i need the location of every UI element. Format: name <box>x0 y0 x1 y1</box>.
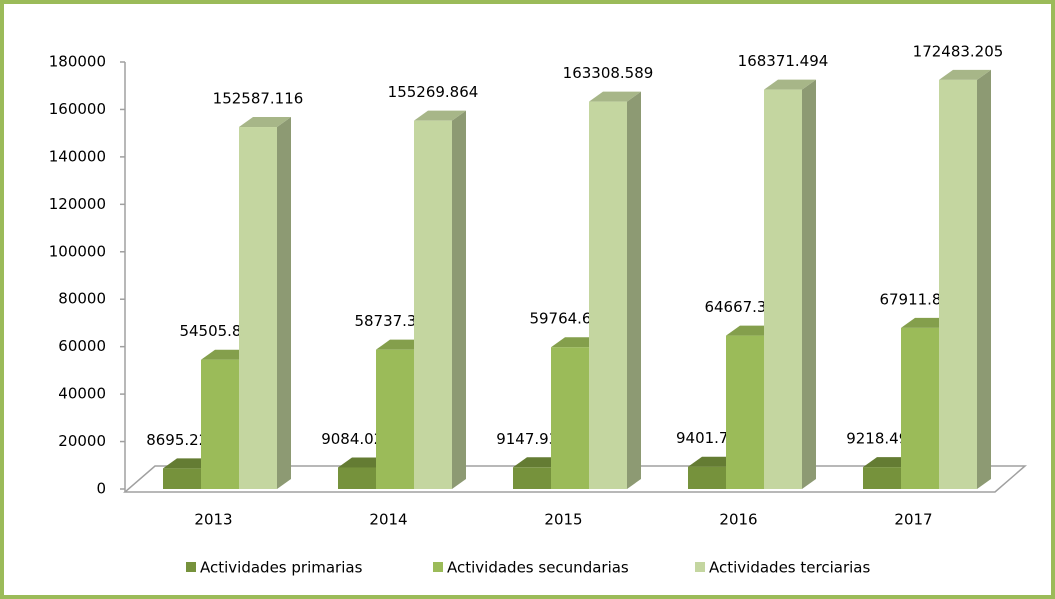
data-label: 155269.864 <box>388 83 479 101</box>
bar <box>201 359 239 489</box>
bar <box>688 466 726 489</box>
bar <box>551 347 589 489</box>
bar-side <box>977 69 991 489</box>
y-tick-label: 0 <box>96 480 106 498</box>
y-tick-label: 40000 <box>58 385 106 403</box>
bar-side <box>452 110 466 489</box>
bar-side <box>802 79 816 490</box>
bar-side <box>277 117 291 489</box>
bar <box>414 120 452 489</box>
x-tick-label: 2017 <box>894 511 932 529</box>
bar <box>726 335 764 489</box>
data-label: 8695.222 <box>146 431 218 449</box>
legend-label: Actividades secundarias <box>447 559 629 577</box>
y-tick-label: 120000 <box>49 195 106 213</box>
bar-top <box>589 91 641 102</box>
bar <box>338 467 376 489</box>
bar-top <box>414 110 466 121</box>
y-tick-label: 140000 <box>49 147 106 165</box>
data-label: 9084.029 <box>321 430 393 448</box>
data-label: 9401.78 <box>676 429 738 447</box>
y-tick-label: 180000 <box>49 53 106 71</box>
data-label: 163308.589 <box>563 64 654 82</box>
legend-swatch <box>695 562 705 572</box>
y-tick-label: 20000 <box>58 432 106 450</box>
bar <box>863 467 901 489</box>
bar <box>901 327 939 489</box>
data-label: 168371.494 <box>738 52 829 70</box>
bar <box>939 79 977 489</box>
bar <box>376 349 414 489</box>
x-tick-label: 2014 <box>369 511 407 529</box>
x-tick-label: 2013 <box>194 511 232 529</box>
bar-top <box>939 69 991 80</box>
y-tick-label: 100000 <box>49 242 106 260</box>
legend-label: Actividades terciarias <box>709 559 870 577</box>
data-label: 9147.931 <box>496 430 568 448</box>
bar-top <box>764 79 816 90</box>
bar <box>589 101 627 489</box>
bar <box>239 127 277 489</box>
data-label: 172483.205 <box>913 42 1004 60</box>
y-tick-label: 60000 <box>58 337 106 355</box>
bar <box>513 467 551 489</box>
bar <box>163 468 201 489</box>
legend-swatch <box>433 562 443 572</box>
bar-top <box>239 117 291 128</box>
x-tick-label: 2015 <box>544 511 582 529</box>
y-tick-label: 80000 <box>58 290 106 308</box>
legend-swatch <box>186 562 196 572</box>
y-tick-label: 160000 <box>49 100 106 118</box>
data-label: 152587.116 <box>213 90 304 108</box>
legend-label: Actividades primarias <box>200 559 363 577</box>
bar <box>764 89 802 490</box>
data-label: 9218.496 <box>846 430 918 448</box>
x-tick-label: 2016 <box>719 511 757 529</box>
bar-side <box>627 91 641 489</box>
